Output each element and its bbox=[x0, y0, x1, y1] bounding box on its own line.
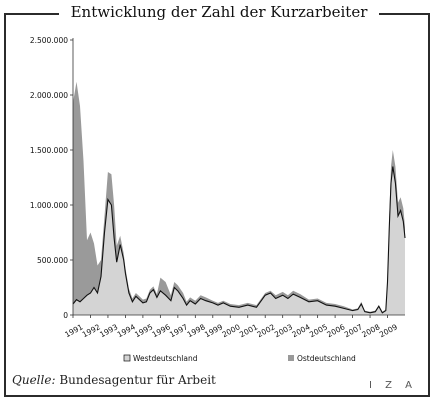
y-tick-label: 0 bbox=[63, 311, 68, 320]
legend-swatch-ostdeutschland bbox=[288, 355, 294, 361]
x-tick-label: 2009 bbox=[378, 322, 399, 339]
legend-label-westdeutschland: Westdeutschland bbox=[133, 354, 198, 363]
y-tick-label: 2.500.000 bbox=[30, 36, 68, 45]
y-tick-label: 2.000.000 bbox=[30, 91, 68, 100]
iza-logo: I Z A bbox=[366, 380, 420, 391]
y-tick-label: 1.000.000 bbox=[30, 201, 68, 210]
y-tick-label: 500.000 bbox=[37, 256, 68, 265]
series-line-westdeutschland bbox=[72, 166, 406, 314]
series-area-westdeutschland bbox=[73, 166, 405, 315]
chart-title: Entwicklung der Zahl der Kurzarbeiter bbox=[0, 3, 438, 21]
legend-swatch-westdeutschland bbox=[123, 354, 131, 362]
legend-label-ostdeutschland: Ostdeutschland bbox=[297, 354, 356, 363]
y-tick-label: 1.500.000 bbox=[30, 146, 68, 155]
source-note: Quelle: Bundesagentur für Arbeit bbox=[12, 373, 220, 387]
